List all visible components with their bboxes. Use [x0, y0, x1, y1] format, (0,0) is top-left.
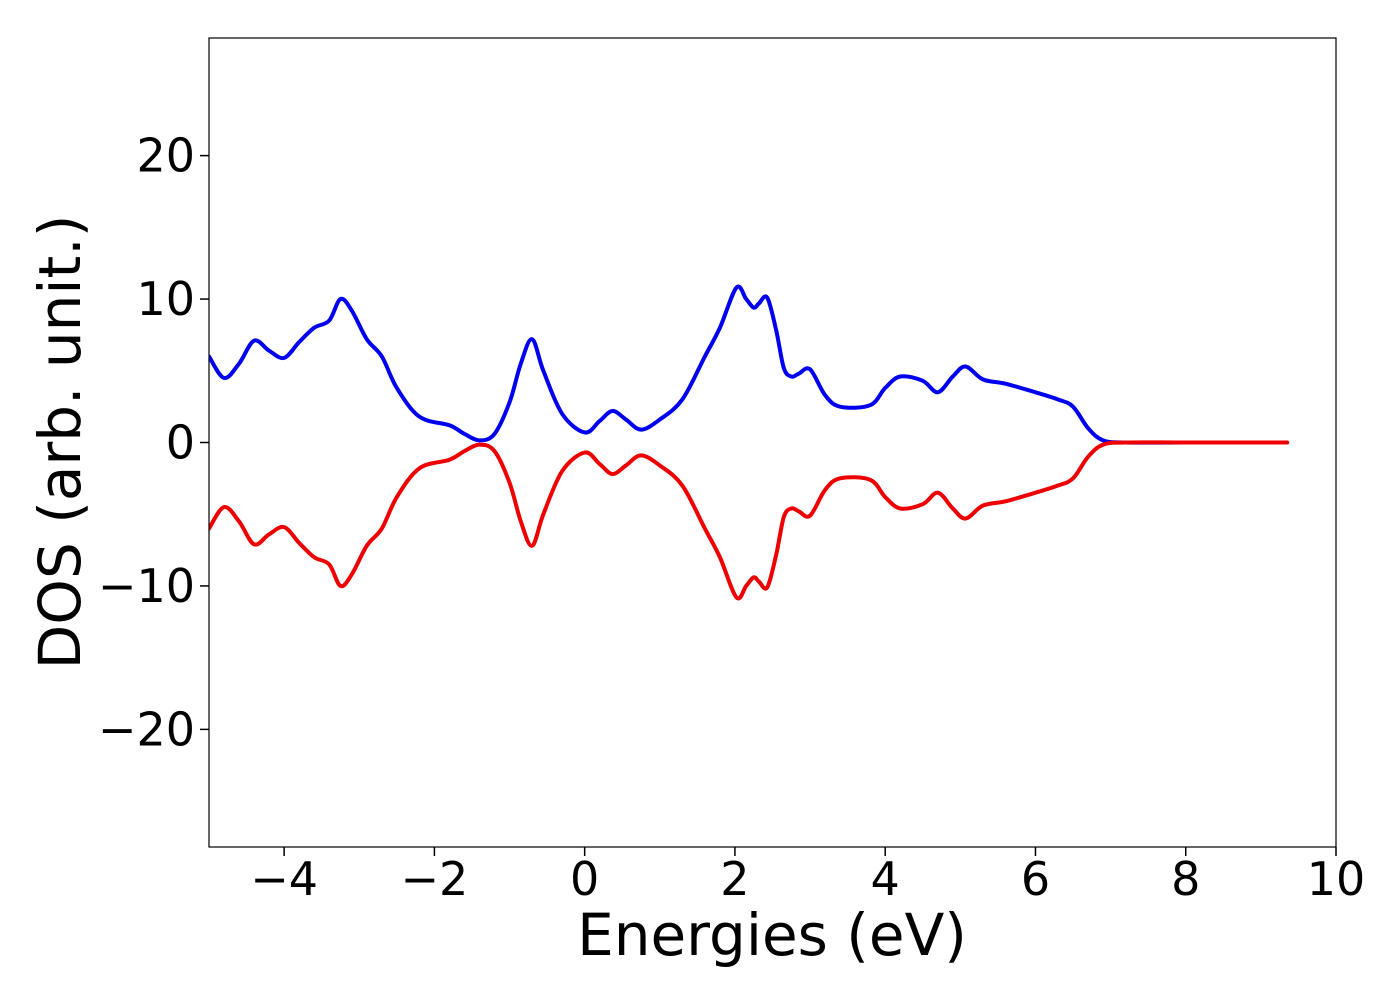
y-tick-label: 10 — [136, 272, 195, 326]
y-tick-label: −20 — [98, 702, 195, 756]
y-tick-label: 0 — [166, 416, 195, 470]
y-tick-label: −10 — [98, 559, 195, 613]
series-line-spin-up — [209, 284, 1290, 445]
y-tick-label: 20 — [136, 129, 195, 183]
x-tick-label: 0 — [570, 852, 599, 906]
x-tick-label: 2 — [720, 852, 749, 906]
x-tick-label: 8 — [1171, 852, 1200, 906]
x-tick-label: 4 — [871, 852, 900, 906]
x-axis: −4 −2 0 2 4 6 8 10 — [250, 847, 1365, 906]
y-axis: −20 −10 0 10 20 — [98, 129, 209, 756]
y-axis-label: DOS (arb. unit.) — [26, 215, 94, 670]
x-tick-label: −4 — [250, 852, 318, 906]
x-tick-label: 10 — [1307, 852, 1366, 906]
x-tick-label: 6 — [1021, 852, 1050, 906]
x-axis-label: Energies (eV) — [577, 901, 967, 969]
series-line-spin-down — [209, 440, 1290, 601]
x-tick-label: −2 — [400, 852, 468, 906]
